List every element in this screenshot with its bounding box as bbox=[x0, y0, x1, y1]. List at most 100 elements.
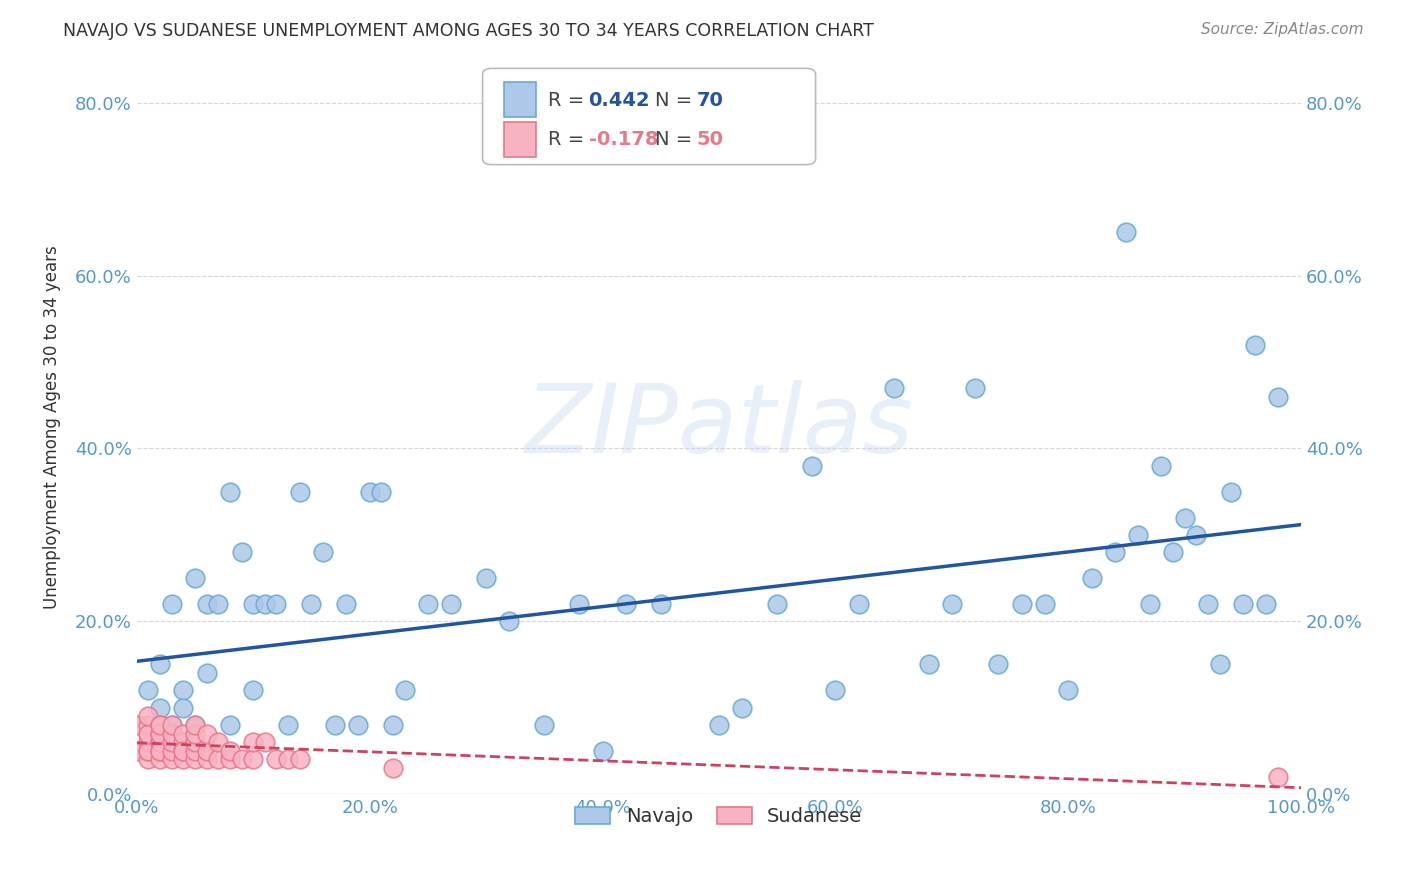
Point bbox=[138, 709, 160, 723]
Point bbox=[1150, 458, 1173, 473]
FancyBboxPatch shape bbox=[503, 121, 536, 157]
Text: 0.442: 0.442 bbox=[589, 91, 650, 110]
Point bbox=[184, 752, 207, 766]
Text: NAVAJO VS SUDANESE UNEMPLOYMENT AMONG AGES 30 TO 34 YEARS CORRELATION CHART: NAVAJO VS SUDANESE UNEMPLOYMENT AMONG AG… bbox=[63, 22, 875, 40]
Point bbox=[184, 744, 207, 758]
Point bbox=[766, 597, 789, 611]
Point bbox=[1232, 597, 1254, 611]
Point bbox=[277, 718, 299, 732]
Point bbox=[242, 735, 264, 749]
Point bbox=[207, 597, 229, 611]
Point bbox=[323, 718, 346, 732]
Point bbox=[533, 718, 555, 732]
Point bbox=[138, 735, 160, 749]
Text: N =: N = bbox=[655, 91, 699, 110]
Point bbox=[1057, 683, 1080, 698]
Y-axis label: Unemployment Among Ages 30 to 34 years: Unemployment Among Ages 30 to 34 years bbox=[44, 245, 60, 608]
Point bbox=[160, 744, 183, 758]
Point bbox=[219, 718, 242, 732]
Point bbox=[184, 735, 207, 749]
Legend: Navajo, Sudanese: Navajo, Sudanese bbox=[565, 797, 872, 836]
Point bbox=[1011, 597, 1033, 611]
Point bbox=[359, 484, 381, 499]
Point bbox=[160, 726, 183, 740]
Point bbox=[172, 744, 194, 758]
Point bbox=[160, 735, 183, 749]
Point bbox=[731, 700, 754, 714]
Point bbox=[172, 735, 194, 749]
Point bbox=[1033, 597, 1056, 611]
Point bbox=[1220, 484, 1243, 499]
Point bbox=[312, 545, 335, 559]
Point bbox=[1080, 571, 1102, 585]
Point bbox=[1126, 528, 1149, 542]
Point bbox=[195, 666, 218, 681]
Point bbox=[498, 614, 520, 628]
Text: -0.178: -0.178 bbox=[589, 130, 658, 149]
Text: R =: R = bbox=[548, 91, 591, 110]
Point bbox=[138, 744, 160, 758]
Text: Source: ZipAtlas.com: Source: ZipAtlas.com bbox=[1201, 22, 1364, 37]
Point bbox=[219, 484, 242, 499]
Point bbox=[394, 683, 416, 698]
Point bbox=[299, 597, 322, 611]
Point bbox=[1174, 510, 1197, 524]
Text: 70: 70 bbox=[697, 91, 724, 110]
Point bbox=[195, 752, 218, 766]
Point bbox=[1104, 545, 1126, 559]
Point bbox=[1197, 597, 1219, 611]
Point bbox=[416, 597, 439, 611]
Point bbox=[370, 484, 392, 499]
Point bbox=[219, 752, 242, 766]
Point bbox=[941, 597, 963, 611]
Point bbox=[207, 752, 229, 766]
Point bbox=[172, 752, 194, 766]
Point bbox=[149, 735, 172, 749]
Point bbox=[184, 718, 207, 732]
Text: N =: N = bbox=[655, 130, 699, 149]
Point bbox=[172, 683, 194, 698]
Point bbox=[288, 484, 311, 499]
Point bbox=[149, 744, 172, 758]
Point bbox=[1115, 226, 1137, 240]
Point bbox=[195, 597, 218, 611]
Point bbox=[1185, 528, 1208, 542]
Point bbox=[253, 597, 276, 611]
Point bbox=[335, 597, 357, 611]
Point bbox=[172, 726, 194, 740]
Point bbox=[440, 597, 463, 611]
Point bbox=[160, 597, 183, 611]
FancyBboxPatch shape bbox=[503, 82, 536, 117]
Point bbox=[1243, 337, 1265, 351]
Point bbox=[253, 735, 276, 749]
Point bbox=[149, 735, 172, 749]
Point bbox=[172, 744, 194, 758]
Point bbox=[614, 597, 637, 611]
Point bbox=[965, 381, 987, 395]
Point bbox=[801, 458, 824, 473]
Point bbox=[149, 718, 172, 732]
Point bbox=[848, 597, 870, 611]
Point bbox=[172, 735, 194, 749]
Point bbox=[568, 597, 591, 611]
Text: 50: 50 bbox=[697, 130, 724, 149]
Point bbox=[231, 545, 253, 559]
FancyBboxPatch shape bbox=[482, 69, 815, 165]
Point bbox=[195, 726, 218, 740]
Point bbox=[160, 752, 183, 766]
Point bbox=[650, 597, 672, 611]
Point bbox=[160, 718, 183, 732]
Point bbox=[138, 726, 160, 740]
Point bbox=[1256, 597, 1278, 611]
Point bbox=[184, 726, 207, 740]
Point bbox=[149, 726, 172, 740]
Point bbox=[707, 718, 730, 732]
Point bbox=[149, 657, 172, 672]
Point bbox=[149, 744, 172, 758]
Point bbox=[160, 718, 183, 732]
Point bbox=[381, 761, 404, 775]
Point bbox=[207, 735, 229, 749]
Text: ZIPatlas: ZIPatlas bbox=[524, 380, 914, 474]
Point bbox=[125, 718, 148, 732]
Point bbox=[824, 683, 846, 698]
